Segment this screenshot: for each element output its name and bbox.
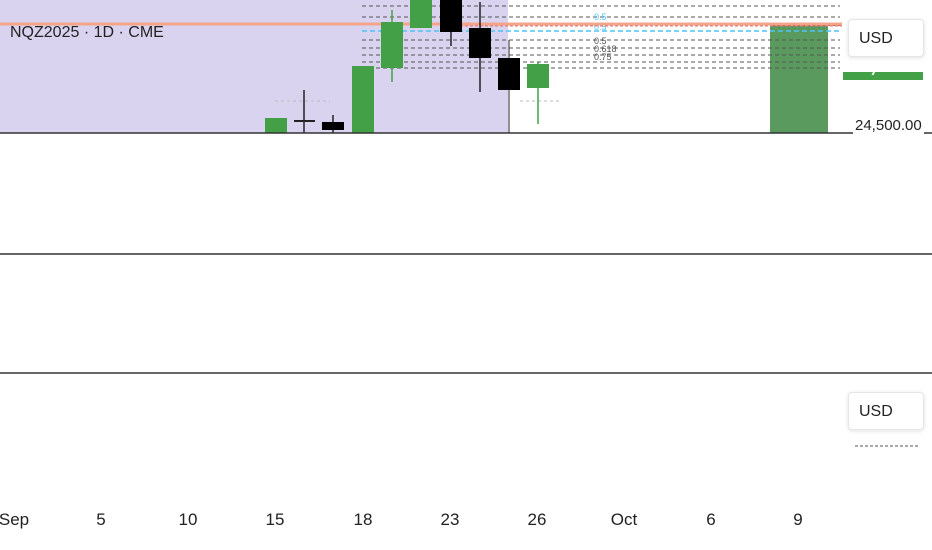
candles[interactable] — [265, 0, 549, 133]
time-label: 15 — [265, 510, 285, 529]
time-label: 23 — [440, 510, 460, 529]
candle-bull[interactable] — [410, 0, 432, 28]
currency-button-top[interactable]: USD — [848, 19, 924, 57]
time-label: Oct — [610, 510, 638, 529]
candle-bull[interactable] — [352, 66, 374, 133]
current-price-marker — [843, 69, 923, 80]
fib-label: 0.5 — [594, 36, 607, 46]
time-label: 18 — [353, 510, 373, 529]
candle-bear[interactable] — [469, 28, 491, 58]
fib-label: 0.5 — [594, 12, 607, 22]
time-label: 9 — [793, 510, 803, 529]
symbol-title[interactable]: NQZ2025 · 1D · CME — [10, 24, 164, 41]
fib-label: 0.5 — [594, 22, 607, 32]
candle-bear[interactable] — [498, 58, 520, 90]
candle-bear[interactable] — [322, 122, 344, 130]
time-label: 6 — [706, 510, 716, 529]
currency-button-bottom[interactable]: USD — [848, 392, 924, 430]
time-label: 10 — [178, 510, 198, 529]
candle-bull[interactable] — [381, 22, 403, 68]
candle-bull[interactable] — [265, 118, 287, 133]
time-label: 5 — [96, 510, 106, 529]
time-label: 26 — [527, 510, 547, 529]
candle-bull[interactable] — [527, 64, 549, 88]
time-label: Sep — [0, 510, 30, 529]
fib-label: 0.618 — [594, 44, 617, 54]
chevron-icon — [867, 69, 877, 75]
long-position-box[interactable] — [770, 26, 828, 133]
candle-bear[interactable] — [440, 0, 462, 32]
fib-label: 0.75 — [594, 52, 612, 62]
price-axis-label: 24,500.00 — [853, 117, 924, 134]
